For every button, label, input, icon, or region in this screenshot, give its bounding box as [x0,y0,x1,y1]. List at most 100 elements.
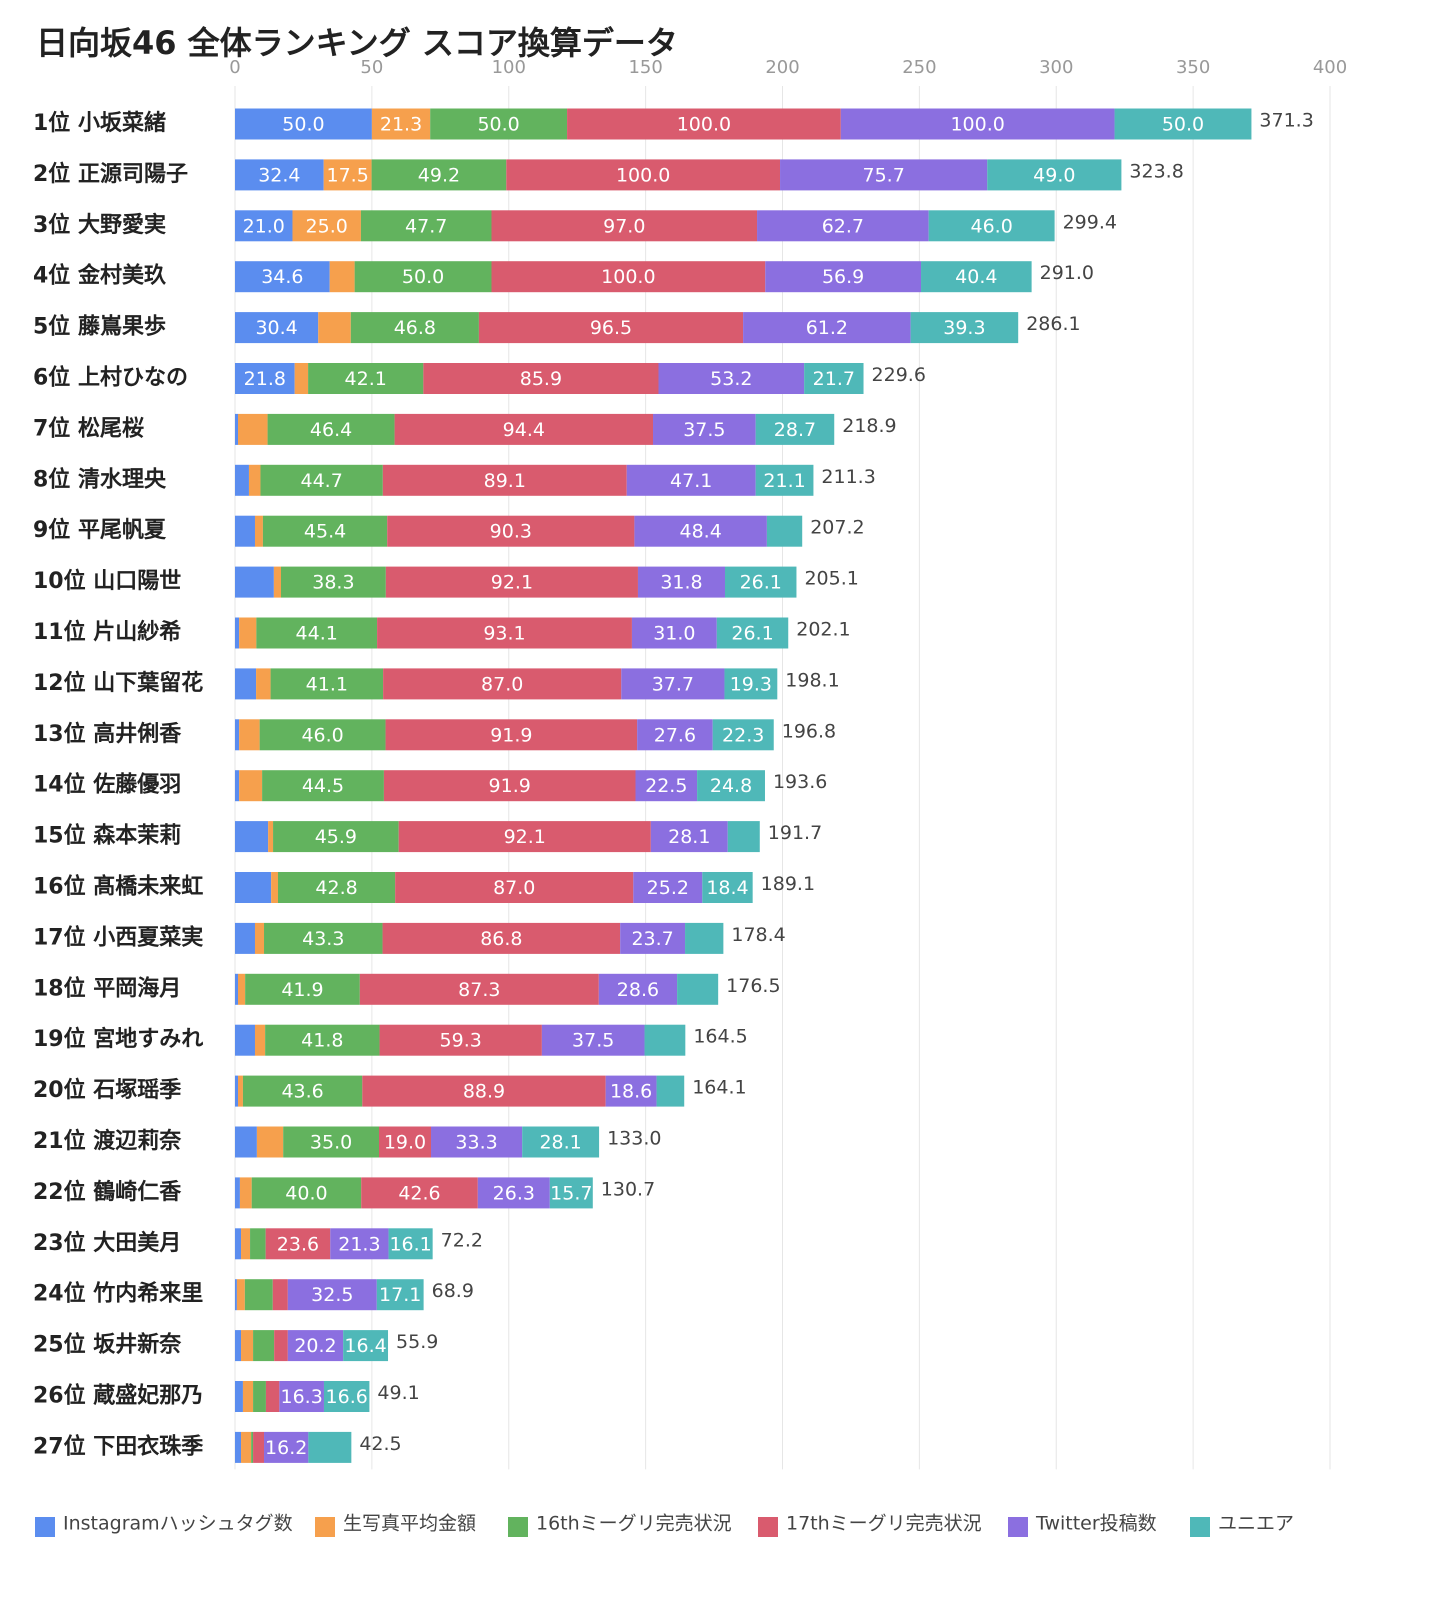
value-label: 50.0 [282,114,324,136]
value-label: 24.8 [710,775,752,797]
value-label: 48.4 [679,521,721,543]
bar-segment [394,413,654,445]
bar-segment [235,413,239,445]
bar-segment [235,821,269,853]
y-tick-label: 24位 竹内希来里 [33,1281,203,1307]
y-tick-label: 8位 清水理央 [33,466,167,492]
bar-segment [241,1228,251,1260]
bar-segment [377,617,632,649]
total-label: 205.1 [804,568,858,590]
bar-segment [644,1024,686,1056]
bar-segment [256,668,271,700]
bar-segment [294,363,309,394]
bar-segment [235,312,319,344]
bar-segment [235,1075,239,1107]
bar-segment [765,261,922,293]
bar-segment [272,1279,288,1311]
bar-segment [323,1381,370,1412]
total-label: 130.7 [601,1178,655,1200]
value-label: 50.0 [402,266,444,288]
bar-segment [254,1024,266,1056]
legend-label: 17thミーグリ完売状況 [786,1513,982,1535]
bar-segment [239,719,260,751]
bar-segment [253,1330,275,1362]
value-label: 25.2 [647,877,689,899]
bar-segment [677,973,719,1005]
bar-segment [430,108,568,140]
value-label: 26.3 [493,1182,535,1204]
y-tick-label: 23位 大田美月 [33,1230,181,1256]
value-label: 42.8 [315,877,357,899]
bar-segment [491,261,766,293]
bar-segment [631,617,717,649]
bar-segment [635,770,698,802]
value-label: 44.1 [296,623,338,645]
value-label: 53.2 [710,368,752,390]
bar-segment [549,1177,593,1209]
bar-segment [273,566,281,598]
value-label: 44.7 [300,470,342,492]
bar-segment [626,464,756,496]
bar-segment [755,464,814,496]
y-tick-label: 5位 藤嶌果歩 [33,314,166,340]
value-label: 28.1 [668,826,710,848]
bar-segment [385,566,638,598]
value-label: 62.7 [822,215,864,237]
bar-segment [239,1177,252,1209]
total-label: 202.1 [796,619,850,641]
bar-segment [235,1330,242,1362]
bar-segment [360,210,492,242]
bar-segment [287,1330,344,1362]
y-tick-label: 4位 金村美玖 [33,263,167,289]
bar-segment [620,922,686,954]
bar-segment [235,210,293,242]
total-label: 164.1 [692,1077,746,1099]
bar-segment [383,770,636,802]
value-label: 89.1 [484,470,526,492]
bar-segment [621,668,725,700]
bar-segment [382,464,627,496]
total-label: 323.8 [1129,160,1183,182]
chart-title: 日向坂46 全体ランキング スコア換算データ [36,24,678,62]
total-label: 42.5 [359,1433,401,1455]
bar-segment [359,973,599,1005]
value-label: 21.3 [380,114,422,136]
value-label: 25.0 [306,215,348,237]
y-tick-label: 14位 佐藤優羽 [33,772,181,798]
bar-segment [235,363,295,394]
bar-segment [265,1024,380,1056]
total-label: 193.6 [773,771,827,793]
bar-segment [253,1431,265,1463]
bar-segment [757,210,929,242]
value-label: 92.1 [491,572,533,594]
value-label: 35.0 [310,1132,352,1154]
value-label: 92.1 [504,826,546,848]
bar-segment [235,1024,255,1056]
legend-label: 16thミーグリ完売状況 [536,1513,732,1535]
value-label: 21.1 [763,470,805,492]
value-label: 97.0 [603,215,645,237]
bar-segment [376,1279,424,1311]
bar-segment [743,312,911,344]
x-tick-label: 200 [765,57,799,78]
value-label: 43.6 [281,1081,323,1103]
bar-segment [423,363,659,394]
bar-segment [567,108,841,140]
value-label: 100.0 [677,114,731,136]
bar-segment [280,566,386,598]
bar-segment [329,261,355,293]
bar-segment [840,108,1115,140]
bar-segment [262,515,388,547]
bar-segment [265,1381,280,1412]
bar-segment [634,515,767,547]
legend-label: Instagramハッシュタグ数 [63,1513,293,1535]
value-label: 87.0 [481,673,523,695]
value-label: 46.0 [301,724,343,746]
bar-segment [235,108,372,140]
bar-segment [491,210,758,242]
y-tick-label: 21位 渡辺莉奈 [33,1128,182,1154]
total-label: 164.5 [693,1026,747,1048]
total-label: 218.9 [842,415,896,437]
legend-label: ユニエア [1218,1513,1294,1535]
value-label: 18.4 [706,877,748,899]
